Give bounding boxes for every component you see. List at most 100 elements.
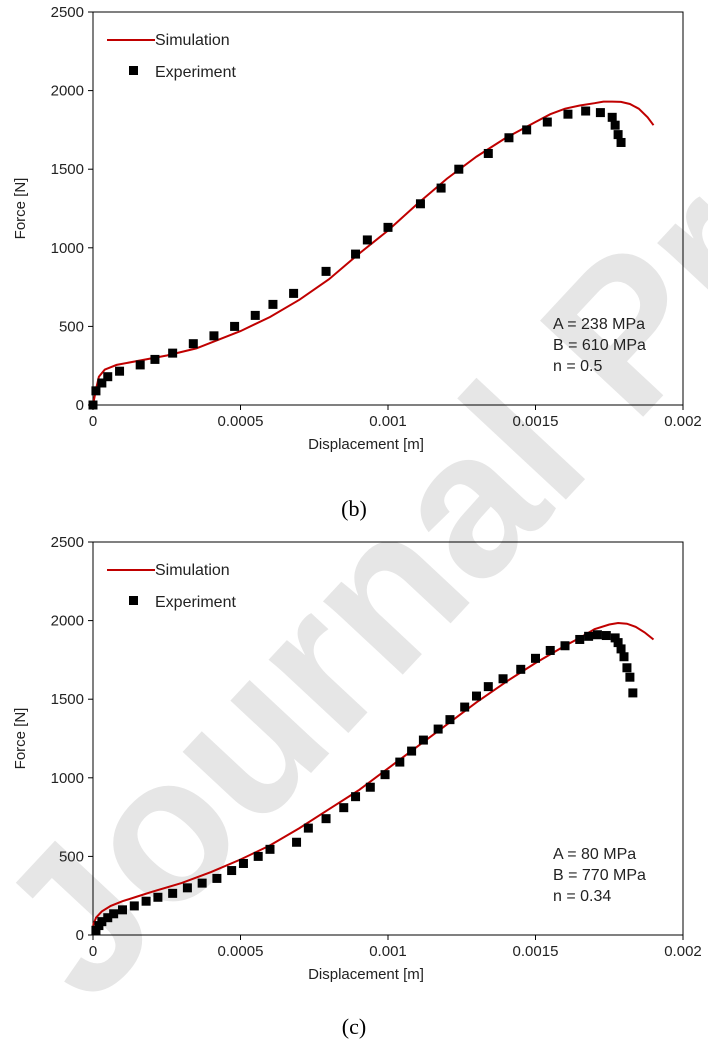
experiment-data-point: [238, 858, 248, 868]
experiment-data-point: [227, 866, 237, 876]
y-tick-label: 1500: [51, 161, 84, 178]
x-tick-label: 0.001: [369, 943, 407, 960]
experiment-data-point: [97, 378, 107, 388]
simulation-series-line: [92, 100, 655, 406]
experiment-data-point: [472, 691, 481, 701]
experiment-data-point: [351, 249, 361, 259]
force-displacement-chart-b: 0 0.0005 0.001 0.0015 0.002 0 500 1000 1500 2000 2…: [12, 4, 702, 453]
x-tick-label: 0.002: [664, 943, 702, 960]
experiment-data-point: [395, 757, 405, 767]
experiment-data-point: [197, 878, 207, 888]
experiment-data-point: [168, 348, 178, 358]
parameter-annotation: A = 238 MPa: [553, 316, 645, 333]
experiment-data-point: [433, 724, 443, 734]
x-tick-label: 0.0005: [218, 943, 264, 960]
parameter-annotation: A = 80 MPa: [553, 846, 636, 863]
x-tick-label: 0.0015: [513, 413, 559, 430]
y-tick-label: 1000: [51, 240, 84, 257]
experiment-data-point: [601, 631, 611, 641]
parameter-annotation: B = 770 MPa: [553, 867, 646, 884]
experiment-data-point: [542, 117, 552, 127]
y-tick-label: 2500: [51, 534, 84, 551]
experiment-data-point: [153, 892, 163, 902]
x-axis-label: Displacement [m]: [308, 436, 424, 453]
experiment-data-point: [103, 372, 113, 382]
experiment-data-point: [592, 630, 602, 640]
experiment-data-point: [483, 682, 493, 692]
experiment-data-point: [616, 644, 626, 654]
x-tick-label: 0.0015: [513, 943, 559, 960]
legend-experiment-swatch: [129, 596, 138, 605]
experiment-data-point: [504, 133, 514, 143]
y-tick-label: 1500: [51, 691, 84, 708]
experiment-data-point: [445, 715, 455, 725]
experiment-data-point: [483, 148, 493, 158]
experiment-data-point: [560, 641, 570, 651]
experiment-data-point: [250, 310, 260, 320]
experiment-data-point: [103, 913, 113, 923]
experiment-data-point: [595, 108, 605, 118]
experiment-data-point: [118, 905, 127, 915]
y-tick-label: 1000: [51, 770, 84, 787]
experiment-data-point: [584, 631, 594, 641]
experiment-data-point: [498, 674, 508, 684]
y-axis-label: Force [N]: [12, 178, 29, 240]
experiment-data-point: [380, 770, 390, 780]
experiment-data-point: [91, 386, 101, 396]
experiment-data-point: [407, 746, 417, 756]
y-tick-label: 2500: [51, 4, 84, 21]
y-tick-label: 500: [59, 318, 84, 335]
experiment-data-point: [415, 199, 425, 209]
experiment-data-point: [628, 688, 638, 698]
experiment-data-point: [253, 851, 263, 861]
experiment-data-point: [209, 331, 219, 341]
x-axis-label: Displacement [m]: [308, 966, 424, 983]
legend-experiment-swatch: [129, 66, 138, 75]
legend-simulation-label: Simulation: [155, 562, 230, 579]
x-tick-label: 0.001: [369, 413, 407, 430]
force-displacement-chart-c: 0 0.0005 0.001 0.0015 0.002 0 500 1000 1500 2000 2…: [12, 534, 702, 983]
legend-experiment-label: Experiment: [155, 64, 236, 81]
experiment-data-point: [168, 888, 178, 898]
experiment-data-point: [522, 125, 532, 135]
simulation-series-line: [92, 621, 655, 926]
experiment-data-point: [613, 130, 623, 140]
experiment-data-point: [575, 634, 585, 644]
experiment-data-point: [321, 266, 331, 276]
legend-simulation-label: Simulation: [155, 32, 230, 49]
y-tick-label: 0: [76, 397, 84, 414]
experiment-data-point: [436, 183, 446, 193]
experiment-data-point: [531, 653, 540, 663]
experiment-data-point: [182, 883, 192, 893]
experiment-data-point: [289, 288, 299, 298]
y-tick-label: 0: [76, 927, 84, 944]
caption-c: (c): [341, 1014, 367, 1039]
experiment-data-point: [563, 109, 573, 119]
experiment-data-point: [97, 917, 107, 927]
experiment-data-point: [339, 803, 349, 813]
experiment-data-point: [88, 400, 98, 410]
experiment-data-point: [545, 645, 555, 655]
x-tick-label: 0: [89, 413, 97, 430]
experiment-data-point: [610, 633, 620, 643]
experiment-data-point: [351, 792, 361, 802]
experiment-data-point: [625, 672, 635, 682]
x-tick-label: 0.0005: [218, 413, 264, 430]
parameter-annotation: n = 0.34: [553, 888, 611, 905]
y-axis-label: Force [N]: [12, 708, 29, 770]
chart-panel-b: 0 0.0005 0.001 0.0015 0.002 0 500 1000 1500 2000 2…: [0, 0, 708, 470]
experiment-data-point: [135, 360, 145, 370]
x-tick-label: 0: [89, 943, 97, 960]
legend-experiment-label: Experiment: [155, 594, 236, 611]
experiment-data-point: [141, 896, 151, 906]
experiment-data-point: [516, 664, 526, 674]
parameter-annotation: B = 610 MPa: [553, 337, 646, 354]
experiment-data-point: [362, 235, 372, 245]
experiment-data-point: [188, 339, 198, 349]
experiment-data-point: [607, 112, 617, 122]
experiment-data-point: [303, 823, 313, 833]
experiment-data-point: [418, 735, 428, 745]
experiment-data-point: [212, 873, 222, 883]
experiment-data-point: [91, 925, 101, 935]
experiment-data-point: [581, 106, 591, 116]
